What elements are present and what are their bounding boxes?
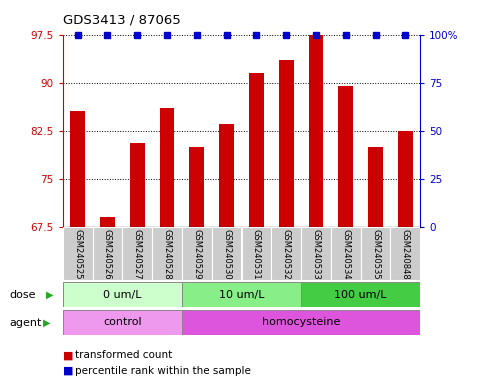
Text: GSM240535: GSM240535: [371, 229, 380, 280]
Bar: [70, 111, 85, 227]
Bar: [159, 108, 174, 227]
Bar: [93, 227, 122, 280]
Text: transformed count: transformed count: [75, 350, 172, 360]
Text: dose: dose: [10, 290, 36, 300]
Text: homocysteine: homocysteine: [262, 317, 340, 328]
Bar: [189, 147, 204, 227]
Text: GSM240848: GSM240848: [401, 229, 410, 280]
Bar: [242, 227, 271, 280]
Text: GDS3413 / 87065: GDS3413 / 87065: [63, 14, 181, 27]
Text: GSM240534: GSM240534: [341, 229, 350, 280]
Bar: [361, 227, 390, 280]
Text: 100 um/L: 100 um/L: [334, 290, 387, 300]
Text: ▶: ▶: [43, 318, 50, 328]
Bar: [63, 282, 182, 307]
Text: GSM240525: GSM240525: [73, 229, 82, 280]
Text: 0 um/L: 0 um/L: [103, 290, 142, 300]
Text: 10 um/L: 10 um/L: [219, 290, 264, 300]
Bar: [249, 73, 264, 227]
Bar: [182, 282, 301, 307]
Bar: [130, 143, 145, 227]
Bar: [219, 124, 234, 227]
Bar: [100, 217, 115, 227]
Text: ■: ■: [63, 366, 73, 376]
Text: control: control: [103, 317, 142, 328]
Text: GSM240527: GSM240527: [133, 229, 142, 280]
Text: GSM240533: GSM240533: [312, 229, 320, 280]
Text: ■: ■: [63, 350, 73, 360]
Bar: [390, 227, 420, 280]
Text: GSM240532: GSM240532: [282, 229, 291, 280]
Text: GSM240528: GSM240528: [163, 229, 171, 280]
Text: GSM240526: GSM240526: [103, 229, 112, 280]
Bar: [122, 227, 152, 280]
Bar: [63, 310, 182, 335]
Bar: [398, 131, 413, 227]
Text: GSM240529: GSM240529: [192, 229, 201, 280]
Text: ▶: ▶: [46, 290, 54, 300]
Bar: [63, 227, 93, 280]
Bar: [301, 282, 420, 307]
Text: GSM240531: GSM240531: [252, 229, 261, 280]
Text: percentile rank within the sample: percentile rank within the sample: [75, 366, 251, 376]
Bar: [309, 35, 324, 227]
Text: GSM240530: GSM240530: [222, 229, 231, 280]
Bar: [212, 227, 242, 280]
Bar: [152, 227, 182, 280]
Text: agent: agent: [10, 318, 42, 328]
Bar: [368, 147, 383, 227]
Bar: [301, 227, 331, 280]
Bar: [182, 227, 212, 280]
Bar: [182, 310, 420, 335]
Bar: [279, 60, 294, 227]
Bar: [338, 86, 353, 227]
Bar: [271, 227, 301, 280]
Bar: [331, 227, 361, 280]
